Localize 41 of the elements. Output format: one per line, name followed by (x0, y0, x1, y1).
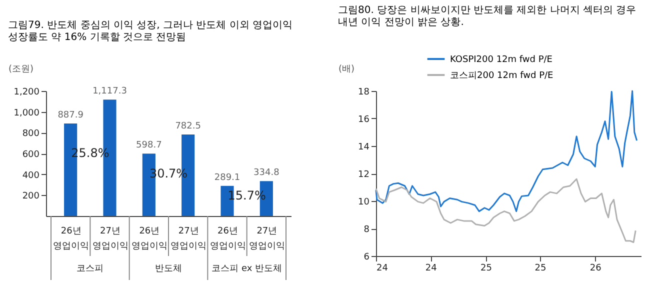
y-tick-label: 8 (364, 225, 370, 235)
x-tick-label: 27년 영업이익 (248, 226, 285, 252)
y-tick-label: 6 (364, 252, 370, 262)
chart-title: 그림80. 당장은 비싸보이지만 반도체를 제외한 나머지 섹터의 경우 내년 이익 전망이 밝은 상황. (338, 5, 636, 28)
y-tick-label: 10 (358, 198, 370, 208)
y-tick-label: 14 (358, 142, 370, 152)
y-axis-title: (배) (338, 64, 355, 74)
y-tick-label: 200 (22, 192, 40, 202)
x-tick-label: 25 (480, 264, 492, 274)
x-tick-label: 26년 영업이익 (131, 226, 168, 252)
x-tick-label: 26 (590, 264, 602, 274)
data-label: 887.9 (58, 110, 84, 121)
y-tick-label: 400 (22, 170, 40, 181)
data-label: 289.1 (214, 172, 240, 183)
y-tick-label: 800 (22, 129, 40, 140)
x-tick-label: 26년 영업이익 (53, 226, 90, 252)
x-tick-label: 24 (425, 264, 438, 274)
y-tick-label: 12 (358, 170, 370, 180)
x-tick-label: 26년 영업이익 (210, 226, 246, 252)
line-series (375, 178, 636, 243)
x-tick-label: 25 (534, 264, 546, 274)
y-tick-label: 1,000 (14, 108, 40, 118)
data-label: 1,117.3 (92, 86, 127, 97)
y-axis-title: (조원) (8, 64, 34, 74)
text: 반도체 (155, 264, 182, 274)
chart-title: 그림79. 반도체 중심의 이익 성장, 그러나 반도체 이외 영업이익 성장률도 약 16% 기록할 것으로 전망됨 (8, 20, 293, 43)
text: 코스피 ex 반도체 (212, 264, 282, 274)
x-tick-label: 24 (376, 264, 388, 274)
y-tick-label: 600 (22, 150, 40, 160)
y-tick-label: 1,200 (14, 88, 40, 98)
text: 코스피 (76, 264, 104, 274)
legend-label: KOSPI200 12m fwd P/E (450, 55, 553, 65)
data-label: 782.5 (175, 121, 201, 132)
y-tick-label: 16 (358, 115, 370, 125)
y-tick-label: 18 (358, 88, 370, 98)
data-label: 598.7 (136, 140, 162, 151)
data-label: 334.8 (254, 168, 280, 178)
line-series (375, 90, 638, 212)
x-tick-label: 27년 영업이익 (92, 226, 128, 252)
x-tick-label: 27년 영업이익 (170, 226, 207, 252)
legend-label: 코스피200 12m fwd P/E (450, 71, 554, 81)
